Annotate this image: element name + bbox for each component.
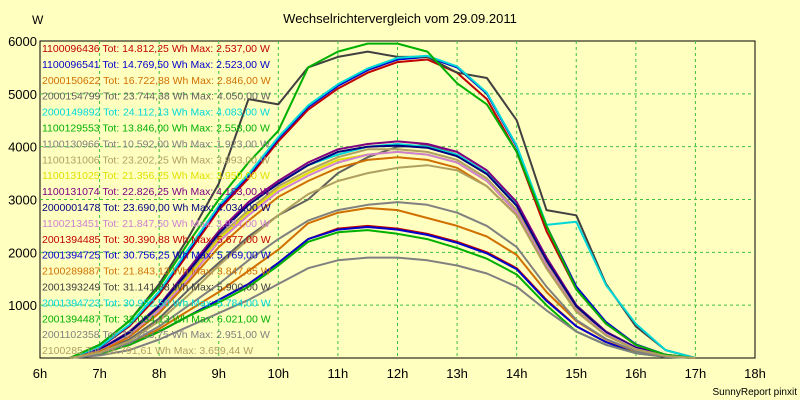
y-tick-label: 3000 bbox=[8, 193, 37, 208]
legend-entry: 2000149892 Tot: 24.112,13 Wh Max: 4.083,… bbox=[42, 107, 270, 119]
series-lines bbox=[69, 42, 696, 359]
y-axis-ticks: 1000 2000 3000 4000 5000 6000 bbox=[8, 34, 37, 313]
legend-entry: 2001394725 Tot: 30.756,25 Wh Max: 5.769,… bbox=[42, 250, 271, 262]
legend-entry: 2000001478 Tot: 23.690,00 Wh Max: 4.034,… bbox=[42, 202, 271, 214]
x-tick-label: 15h bbox=[565, 366, 587, 381]
y-tick-label: 5000 bbox=[8, 87, 37, 102]
legend-entry: 2000150622 Tot: 16.722,88 Wh Max: 2.846,… bbox=[42, 75, 271, 87]
series-line bbox=[69, 148, 696, 359]
x-tick-label: 11h bbox=[328, 366, 349, 381]
legend-entry: 1100131074 Tot: 22.826,25 Wh Max: 4.183,… bbox=[42, 186, 270, 198]
legend-entry: 1100130966 Tot: 10.592,00 Wh Max: 1.923,… bbox=[42, 138, 270, 150]
legend-entry: 2100289887 Tot: 21.843,13 Wh Max: 3.847,… bbox=[42, 266, 271, 278]
x-tick-label: 17h bbox=[685, 366, 707, 381]
legend-entry: 2001393249 Tot: 31.141,88 Wh Max: 5.900,… bbox=[42, 282, 271, 294]
x-tick-label: 8h bbox=[152, 366, 166, 381]
legend-entry: 1100131025 Tot: 21.356,25 Wh Max: 3.950,… bbox=[42, 170, 270, 182]
y-tick-label: 2000 bbox=[8, 245, 37, 260]
legend-entry: 2001394487 Tot: 32.034,13 Wh Max: 6.021,… bbox=[42, 313, 271, 325]
series-line bbox=[69, 144, 696, 359]
series-line bbox=[69, 164, 696, 359]
x-tick-label: 9h bbox=[212, 366, 226, 381]
x-tick-label: 12h bbox=[387, 366, 409, 381]
legend-entry: 2001102358 Tot: 17.263,75 Wh Max: 2.951,… bbox=[42, 329, 270, 341]
legend-entry: 1100213451 Tot: 21.847,50 Wh Max: 3.934,… bbox=[42, 218, 270, 230]
legend-entry: 2100285 Tot: 16.791,61 Wh Max: 3.659,44 … bbox=[42, 345, 253, 357]
legend-entry: 1100096541 Tot: 14.769,50 Wh Max: 2.523,… bbox=[42, 59, 270, 71]
series-line bbox=[69, 54, 696, 359]
x-tick-label: 10h bbox=[267, 366, 289, 381]
y-axis-label: W bbox=[32, 13, 44, 27]
chart-title: Wechselrichtervergleich vom 29.09.2011 bbox=[283, 11, 517, 26]
x-tick-label: 13h bbox=[446, 366, 468, 381]
x-tick-label: 16h bbox=[625, 366, 647, 381]
grid-lines bbox=[40, 41, 755, 358]
legend: 1100096436 Tot: 14.812,25 Wh Max: 2.537,… bbox=[42, 43, 271, 357]
legend-entry: 1100096436 Tot: 14.812,25 Wh Max: 2.537,… bbox=[42, 43, 270, 55]
x-tick-label: 7h bbox=[92, 366, 106, 381]
series-line bbox=[69, 201, 696, 359]
legend-entry: 2001394485 Tot: 30.390,88 Wh Max: 5.677,… bbox=[42, 234, 271, 246]
series-line bbox=[69, 42, 696, 359]
series-line bbox=[69, 256, 696, 359]
footer-text: SunnyReport pinxit bbox=[713, 387, 798, 398]
y-tick-label: 6000 bbox=[8, 34, 37, 49]
x-axis-ticks: 6h 7h 8h 9h 10h 11h 12h 13h 14h 15h 16h 17h 18h bbox=[33, 366, 766, 381]
x-tick-label: 6h bbox=[33, 366, 47, 381]
y-tick-label: 1000 bbox=[8, 298, 37, 313]
y-tick-label: 4000 bbox=[8, 140, 37, 155]
x-tick-label: 18h bbox=[744, 366, 766, 381]
legend-entry: 2000154799 Tot: 23.744,38 Wh Max: 4.050,… bbox=[42, 91, 271, 103]
legend-entry: 1100129553 Tot: 13.846,00 Wh Max: 2.558,… bbox=[42, 123, 270, 135]
legend-entry: 1100131006 Tot: 23.202,25 Wh Max: 3.993,… bbox=[42, 154, 270, 166]
x-tick-label: 14h bbox=[506, 366, 528, 381]
legend-entry: 2001394723 Tot: 30.952,50 Wh Max: 5.784,… bbox=[42, 297, 271, 309]
series-line bbox=[69, 50, 696, 359]
